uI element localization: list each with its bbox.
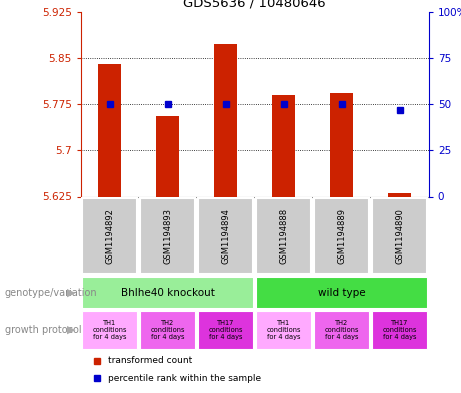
Text: GSM1194888: GSM1194888	[279, 208, 288, 264]
Text: GSM1194894: GSM1194894	[221, 208, 230, 264]
Text: wild type: wild type	[318, 288, 366, 298]
Title: GDS5636 / 10480646: GDS5636 / 10480646	[183, 0, 326, 9]
Text: percentile rank within the sample: percentile rank within the sample	[108, 374, 261, 383]
FancyBboxPatch shape	[198, 198, 253, 274]
FancyBboxPatch shape	[141, 198, 195, 274]
Text: Bhlhe40 knockout: Bhlhe40 knockout	[121, 288, 215, 298]
Text: TH17
conditions
for 4 days: TH17 conditions for 4 days	[208, 320, 243, 340]
Bar	[156, 116, 179, 196]
FancyBboxPatch shape	[256, 277, 427, 309]
Text: ▶: ▶	[67, 325, 76, 335]
FancyBboxPatch shape	[256, 311, 311, 349]
Text: TH2
conditions
for 4 days: TH2 conditions for 4 days	[325, 320, 359, 340]
FancyBboxPatch shape	[83, 198, 137, 274]
Bar	[214, 44, 237, 196]
FancyBboxPatch shape	[256, 198, 311, 274]
Text: TH1
conditions
for 4 days: TH1 conditions for 4 days	[266, 320, 301, 340]
Text: GSM1194893: GSM1194893	[163, 208, 172, 264]
Text: genotype/variation: genotype/variation	[5, 288, 97, 298]
Bar	[388, 193, 411, 196]
Bar	[98, 64, 121, 196]
Text: TH17
conditions
for 4 days: TH17 conditions for 4 days	[383, 320, 417, 340]
Text: TH1
conditions
for 4 days: TH1 conditions for 4 days	[92, 320, 127, 340]
Text: GSM1194889: GSM1194889	[337, 208, 346, 264]
FancyBboxPatch shape	[314, 198, 369, 274]
Text: TH2
conditions
for 4 days: TH2 conditions for 4 days	[150, 320, 185, 340]
FancyBboxPatch shape	[314, 311, 369, 349]
FancyBboxPatch shape	[372, 198, 427, 274]
Bar	[330, 93, 353, 196]
FancyBboxPatch shape	[82, 277, 254, 309]
FancyBboxPatch shape	[198, 311, 253, 349]
Text: GSM1194892: GSM1194892	[105, 208, 114, 264]
Text: GSM1194890: GSM1194890	[395, 208, 404, 264]
Text: ▶: ▶	[67, 288, 76, 298]
FancyBboxPatch shape	[141, 311, 195, 349]
Text: transformed count: transformed count	[108, 356, 193, 365]
Bar	[272, 95, 296, 196]
FancyBboxPatch shape	[372, 311, 427, 349]
Text: growth protocol: growth protocol	[5, 325, 81, 335]
FancyBboxPatch shape	[83, 311, 137, 349]
